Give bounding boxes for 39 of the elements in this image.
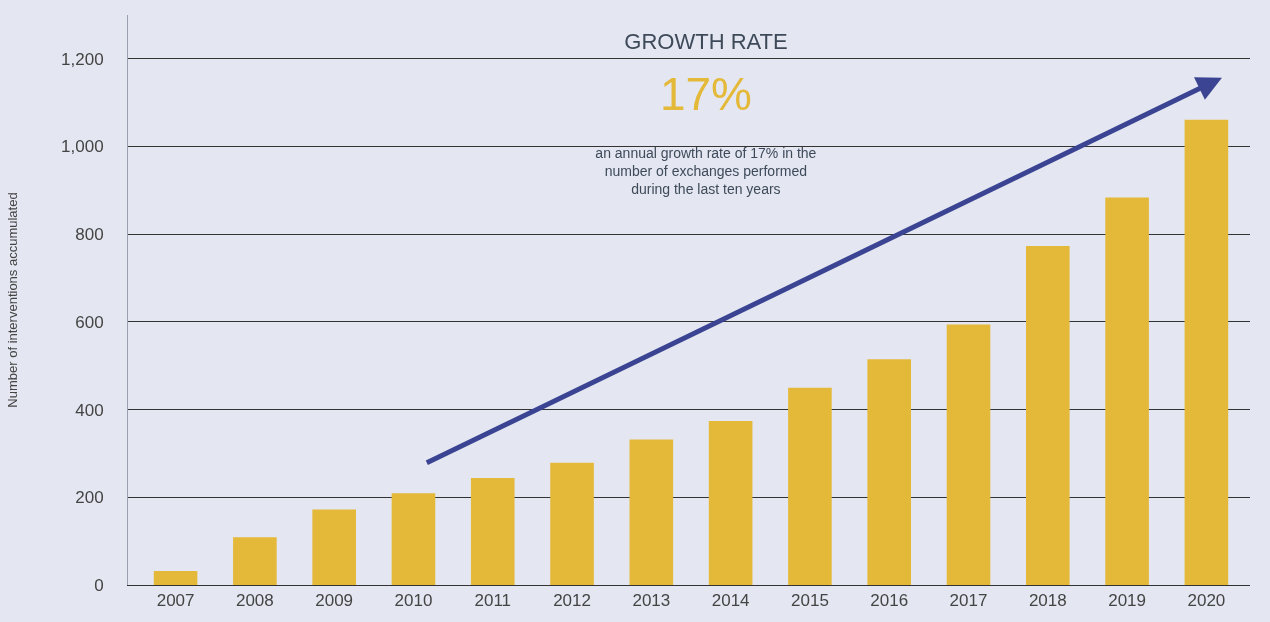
x-tick-label: 2012 [553,591,591,611]
bar [470,478,515,585]
x-tick-label: 2016 [870,591,909,611]
x-tick-label: 2014 [711,591,750,611]
bar [391,493,436,585]
x-tick-label: 2019 [1108,591,1147,611]
y-tick-label: 200 [75,488,104,508]
y-tick-label: 400 [75,400,104,420]
x-tick-label: 2007 [156,591,195,611]
y-tick-label: 1,000 [61,137,104,157]
x-tick-label: 2008 [235,591,274,611]
bar [708,421,753,585]
y-axis-title: Number of interventions accumulated [5,192,20,408]
bar [629,439,674,585]
y-tick-label: 600 [75,312,104,332]
x-tick-label: 2015 [791,591,829,611]
annotation: an annual growth rate of 17% in the number of exchanges performed during the last ten years [595,145,817,198]
bar [867,359,912,585]
x-tick-label: 2017 [949,591,988,611]
x-tick-label: 2009 [315,591,354,611]
bar [550,462,594,585]
x-tick-label: 2020 [1187,591,1226,611]
bar [233,537,277,585]
bar [1184,119,1229,585]
x-tick-label: 2011 [474,591,512,611]
y-tick-label: 800 [75,225,104,245]
annotation: 17% [659,68,753,120]
annotation: GROWTH RATE [624,29,788,54]
bar [788,387,832,585]
y-tick-label: 0 [94,575,104,595]
bar [312,509,356,585]
bar [1026,246,1070,585]
y-tick-label: 1,200 [61,49,104,69]
x-tick-label: 2010 [394,591,433,611]
x-tick-label: 2018 [1028,591,1067,611]
bar [946,324,991,585]
bar [153,570,198,585]
x-tick-label: 2013 [632,591,671,611]
bar [1105,197,1149,585]
